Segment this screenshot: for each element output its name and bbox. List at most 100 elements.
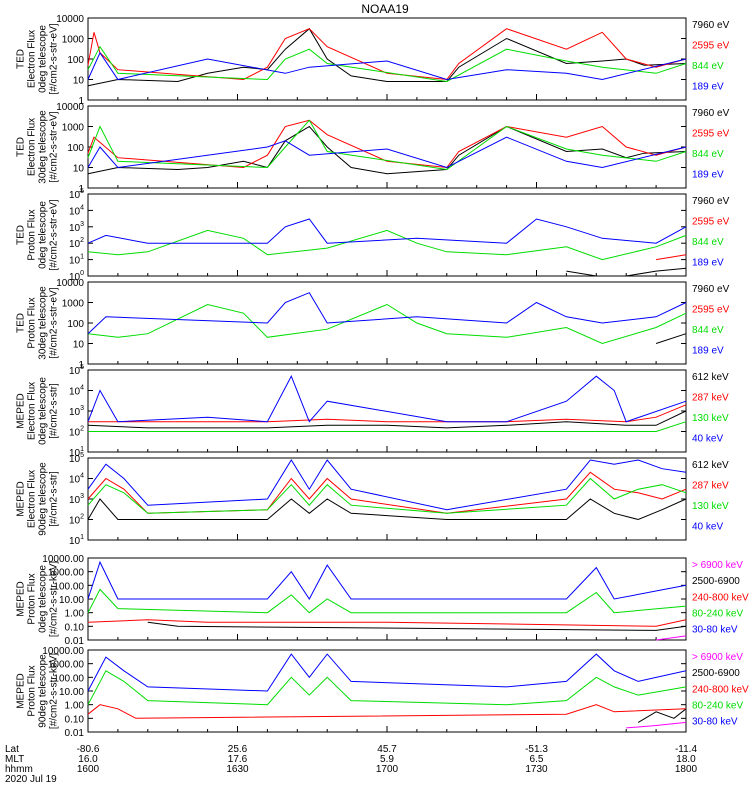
legend-entry: 844 eV <box>692 61 724 72</box>
y-tick-label: 103 <box>69 405 84 418</box>
y-tick-label: 10000 <box>56 102 84 113</box>
legend-entry: > 6900 keV <box>692 560 743 571</box>
x-tick-label: 45.7 <box>377 744 397 755</box>
y-tick-label: 1 <box>78 360 84 371</box>
series-line <box>147 621 687 631</box>
legend-entry: 7960 eV <box>692 108 730 119</box>
y-tick-label: 100 <box>67 319 84 330</box>
y-tick-label: 104 <box>69 385 84 398</box>
series-line <box>87 410 687 429</box>
chart-title: NOAA19 <box>361 2 409 16</box>
legend-entry: 240-800 keV <box>692 592 749 603</box>
y-axis-label: MEPEDProton Flux0deg telescope[#/cm2-s-s… <box>16 561 60 637</box>
series-line <box>87 670 687 706</box>
series-line <box>87 653 687 692</box>
series-line <box>88 404 687 423</box>
legend-entry: 189 eV <box>692 82 724 93</box>
y-tick-label: 102 <box>69 514 84 527</box>
legend-entry: 2595 eV <box>692 305 730 316</box>
series-line <box>626 721 687 729</box>
series-line <box>87 125 687 175</box>
panel-frame <box>87 457 687 541</box>
legend-entry: 287 keV <box>692 481 729 492</box>
y-tick-label: 104 <box>69 473 84 486</box>
panel-7: 10000.00 1000.00 100.00 10.00 1.00 0.10 0.01 ME… <box>16 554 750 647</box>
y-tick-label: 10000 <box>56 278 84 289</box>
x-tick-label: 1730 <box>525 764 548 775</box>
y-tick-label: 1000 <box>62 123 85 134</box>
y-tick-label: 100 <box>67 143 84 154</box>
series-line <box>566 267 687 277</box>
legend-entry: 80-240 keV <box>692 609 743 620</box>
legend-entry: 287 keV <box>692 393 729 404</box>
y-tick-label: 1000 <box>62 299 85 310</box>
x-tick-label: 1630 <box>226 764 249 775</box>
legend-entry: 844 eV <box>692 149 724 160</box>
panel-6: 105 104 103 102 101 MEPEDElectron Flux90deg t… <box>16 452 730 547</box>
y-tick-label: 0.01 <box>65 728 85 739</box>
series-line <box>656 254 687 261</box>
y-tick-label: 0.10 <box>65 622 85 633</box>
y-tick-label: 1000.00 <box>48 660 85 671</box>
series-line <box>87 136 687 169</box>
x-tick-label: 6.5 <box>530 754 544 765</box>
x-tick-label: -51.3 <box>525 744 548 755</box>
legend-entry: 189 eV <box>692 258 724 269</box>
series-line <box>87 588 687 614</box>
y-tick-label: 103 <box>69 221 84 234</box>
x-tick-label: 1700 <box>376 764 399 775</box>
legend-entry: 189 eV <box>692 170 724 181</box>
y-tick-label: 102 <box>69 426 84 439</box>
series-line <box>87 51 687 81</box>
series-line <box>637 708 687 723</box>
legend-entry: 2595 eV <box>692 217 730 228</box>
series-line <box>87 27 687 87</box>
legend-entry: 30-80 keV <box>692 625 738 636</box>
y-tick-label: 100 <box>67 55 84 66</box>
y-tick-label: 1.00 <box>65 609 85 620</box>
x-tick-label: 18.0 <box>676 754 696 765</box>
legend-entry: 2500-6900 <box>692 668 740 679</box>
x-tick-label: -11.4 <box>675 744 697 755</box>
panel-frame <box>87 105 687 189</box>
y-tick-label: 105 <box>69 452 84 465</box>
series-line <box>87 28 687 81</box>
x-tick-label: 1800 <box>675 764 698 775</box>
panel-8: 10000.00 1000.00 100.00 10.00 1.00 0.10 0.01 ME… <box>16 646 750 739</box>
y-tick-label: 10000.00 <box>42 554 84 565</box>
panel-1: 10000 1000 100 10 1 TEDElectron Flux0deg tele… <box>16 14 730 107</box>
y-tick-label: 0.10 <box>65 714 85 725</box>
legend-entry: 30-80 keV <box>692 717 738 728</box>
panel-4: 10000 1000 100 10 1 TEDProton Flux30deg teles… <box>16 278 730 371</box>
series-line <box>87 560 687 600</box>
series-line <box>87 292 687 335</box>
legend-entry: > 6900 keV <box>692 652 743 663</box>
y-tick-label: 105 <box>69 188 84 201</box>
y-tick-label: 104 <box>69 204 84 217</box>
date-label: 2020 Jul 19 <box>5 774 57 785</box>
legend-entry: 7960 eV <box>692 284 730 295</box>
y-axis-label: TEDElectron Flux30deg telescope[#/cm2-s-… <box>16 110 60 184</box>
series-line <box>87 119 687 169</box>
y-tick-label: 10.00 <box>59 687 84 698</box>
series-line <box>88 421 687 432</box>
panel-frame <box>87 17 687 101</box>
panel-frame <box>87 281 687 365</box>
series-line <box>87 303 687 345</box>
y-tick-label: 102 <box>69 237 84 250</box>
legend-entry: 2595 eV <box>692 129 730 140</box>
legend-entry: 40 keV <box>692 434 723 445</box>
panel-frame <box>87 649 687 733</box>
y-axis-label: TEDProton Flux0deg telescope[#/cm2-s-str… <box>16 199 60 270</box>
series-line <box>87 477 687 514</box>
y-axis-label: MEPEDElectron Flux0deg telescope[#/cm2-s… <box>16 377 60 445</box>
series-line <box>87 459 687 511</box>
panel-frame <box>87 193 687 277</box>
y-axis-label: MEPEDElectron Flux90deg telescope[#/cm2-… <box>16 462 60 536</box>
legend-entry: 844 eV <box>692 237 724 248</box>
legend-entry: 130 keV <box>692 501 729 512</box>
series-line <box>87 498 687 521</box>
